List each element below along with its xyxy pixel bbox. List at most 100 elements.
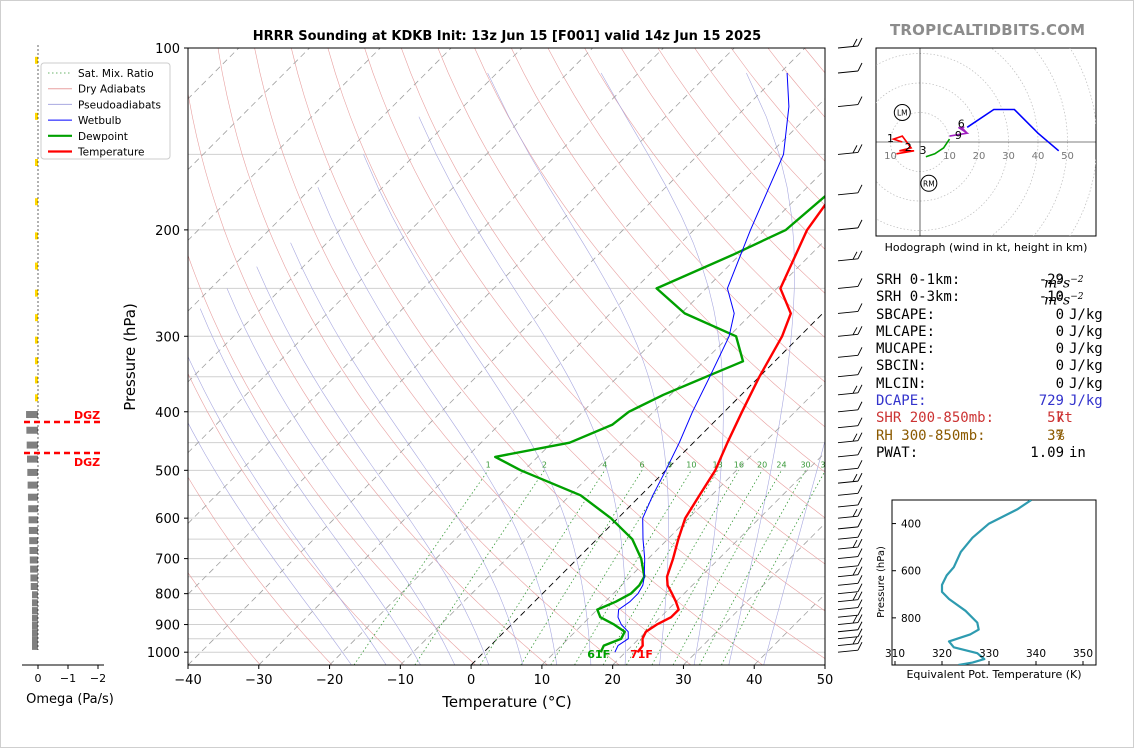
- wind-barb: [837, 557, 863, 569]
- stat-row: RH 300-850mb: 37%: [876, 428, 1106, 445]
- wind-barb: [837, 628, 863, 640]
- omega-bar: [35, 112, 38, 120]
- y-tick-label: 500: [155, 464, 180, 479]
- wind-barb: [837, 96, 863, 108]
- y-tick-label: 300: [155, 330, 180, 345]
- omega-bar: [27, 455, 38, 463]
- omega-bar: [27, 493, 38, 501]
- stat-row: DCAPE: 729 J/kg: [876, 393, 1106, 410]
- omega-bar: [26, 411, 38, 419]
- x-tick-label: −30: [245, 673, 272, 688]
- legend-entry: Dewpoint: [78, 131, 128, 143]
- wind-barb: [837, 37, 863, 49]
- wind-barb: [837, 538, 863, 550]
- y-tick-label: 700: [155, 553, 180, 568]
- thetae-x-tick-label: 350: [1073, 648, 1093, 660]
- pseudoadiabat: [317, 187, 558, 665]
- thetae-x-tick-label: 320: [932, 648, 952, 660]
- stat-row: SRH 0-1km: -29 m2s−2: [876, 272, 1106, 292]
- thetae-y-tick-label: 600: [901, 566, 921, 578]
- omega-bar: [35, 198, 38, 206]
- stat-key: SRH 0-1km:: [876, 272, 961, 288]
- stat-value: 0: [1055, 375, 1064, 392]
- omega-bar: [35, 314, 38, 322]
- pseudoadiabat: [188, 355, 387, 665]
- omega-bar: [32, 599, 38, 607]
- stat-unit: in: [1069, 444, 1086, 461]
- x-tick-label: −10: [387, 673, 414, 688]
- thetae-chart: 310 320 330 340 350 400 600 800 Equivalent Pot.…: [876, 499, 1097, 681]
- dry-adiabat: [474, 48, 825, 473]
- wind-barb: [837, 621, 863, 633]
- omega-bar: [35, 56, 38, 64]
- wind-barb: [837, 518, 863, 530]
- hodograph-height-label: 2: [905, 141, 912, 154]
- wind-barb: [837, 250, 863, 262]
- stat-key: SRH 0-3km:: [876, 289, 961, 306]
- stat-unit: %: [1056, 427, 1065, 444]
- x-axis-label: Temperature (°C): [441, 693, 571, 711]
- hodograph-trace: [890, 135, 915, 155]
- stat-unit: J/kg: [1069, 375, 1103, 392]
- wind-barb: [837, 417, 863, 429]
- mixing-ratio-label: 24: [776, 460, 786, 469]
- pseudoadiabat: [487, 72, 669, 665]
- isotherm: [470, 310, 825, 665]
- stat-key: MLCIN:: [876, 375, 927, 392]
- mixing-ratio-line: [414, 470, 545, 665]
- stat-row: PWAT: 1.09 in: [876, 445, 1106, 462]
- dgz-label: DGZ: [74, 409, 100, 422]
- hodograph-ring-label: 40: [1032, 151, 1045, 162]
- hodograph-ring-label: 30: [1002, 151, 1015, 162]
- y-axis-label: Pressure (hPa): [121, 303, 139, 411]
- isotherm: [612, 452, 825, 665]
- mixing-ratio-line: [550, 470, 670, 665]
- dry-adiabat: [0, 48, 45, 665]
- pseudoadiabat: [199, 308, 421, 665]
- stat-key: SBCIN:: [876, 358, 927, 375]
- pseudoadiabat: [290, 242, 524, 665]
- omega-tick-label: −2: [90, 672, 106, 685]
- stat-value: 1.09: [1030, 444, 1064, 461]
- stat-row: MUCAPE: 0 J/kg: [876, 341, 1106, 358]
- storm-motion-marker: [893, 104, 911, 121]
- wind-barb: [837, 366, 863, 378]
- dry-adiabat: [188, 91, 548, 665]
- hodograph-ring-label: 20: [973, 151, 986, 162]
- stat-row: SRH 0-3km: -10 m2s−2: [876, 289, 1106, 309]
- dry-adiabat: [188, 372, 405, 665]
- dry-adiabat: [291, 48, 763, 665]
- omega-bar: [30, 583, 38, 591]
- wind-barb: [837, 303, 863, 314]
- legend: Sat. Mix. Ratio Dry Adiabats Pseudoadiabat…: [40, 62, 171, 160]
- mixing-ratio-line: [353, 470, 489, 665]
- dry-adiabat: [188, 254, 476, 665]
- omega-bar: [32, 591, 38, 599]
- omega-bar: [35, 376, 38, 384]
- omega-bar: [27, 468, 38, 476]
- dry-adiabat: [254, 48, 692, 665]
- dry-adiabat: [511, 48, 825, 428]
- stat-unit: J/kg: [1069, 358, 1103, 375]
- x-tick-label: 40: [746, 673, 763, 688]
- stat-key: RH 300-850mb:: [876, 427, 986, 444]
- dry-adiabat: [188, 476, 333, 665]
- pseudoadiabat: [256, 266, 490, 665]
- stat-row: SHR 200-850mb: 57 kt: [876, 410, 1106, 427]
- mixing-ratio-line: [520, 470, 643, 665]
- wind-barb: [837, 184, 863, 196]
- wind-barbs: [837, 37, 863, 653]
- wind-barb: [837, 583, 863, 595]
- omega-bar: [26, 441, 38, 449]
- legend-entry: Sat. Mix. Ratio: [78, 68, 154, 80]
- x-tick-label: −20: [316, 673, 343, 688]
- dry-adiabat: [364, 48, 825, 612]
- wind-barb: [837, 614, 863, 625]
- wind-barb: [837, 641, 863, 653]
- legend-entry: Dry Adiabats: [78, 84, 146, 96]
- isotherm: [329, 168, 825, 665]
- mixing-ratio-line: [602, 470, 718, 665]
- thetae-y-label: Pressure (hPa): [876, 546, 887, 618]
- wind-barb: [837, 599, 863, 611]
- wind-barb: [837, 278, 863, 289]
